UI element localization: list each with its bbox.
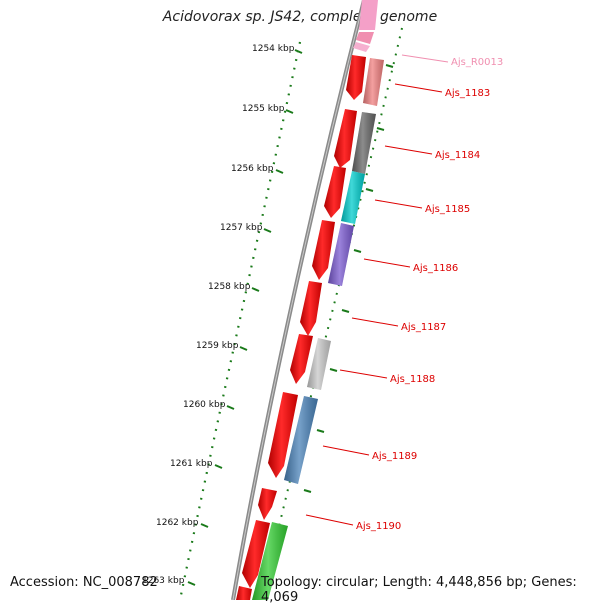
ruler-label-1258: 1258 kbp <box>208 282 251 292</box>
label-leaders <box>305 54 449 526</box>
cds-arrow <box>346 55 366 100</box>
cog-features <box>252 58 384 600</box>
ruler-label-1256: 1256 kbp <box>231 164 274 174</box>
ruler-label-1254: 1254 kbp <box>252 44 295 54</box>
ruler-ticks <box>187 49 394 586</box>
cds-arrow <box>324 166 346 218</box>
ruler-label-1255: 1255 kbp <box>242 104 285 114</box>
gene-label-1185: Ajs_1185 <box>425 204 470 215</box>
accession-label: Accession: NC_008782 <box>10 575 158 590</box>
ruler-outer-dots <box>261 27 403 600</box>
cds-arrow <box>258 488 277 520</box>
ruler-label-1259: 1259 kbp <box>196 341 239 351</box>
ruler-label-1262: 1262 kbp <box>156 518 199 528</box>
rrna-feature <box>353 0 378 52</box>
ruler-inner-dots <box>178 41 302 600</box>
cds-arrow <box>236 586 252 600</box>
gene-label-r0013: Ajs_R0013 <box>451 57 503 68</box>
gene-label-1188: Ajs_1188 <box>390 374 435 385</box>
cds-arrow <box>334 109 357 168</box>
cds-arrow <box>290 334 313 384</box>
cds-arrow <box>268 392 298 478</box>
gene-label-1189: Ajs_1189 <box>372 451 417 462</box>
gene-label-1184: Ajs_1184 <box>435 150 480 161</box>
cds-arrow <box>242 520 270 588</box>
ruler-label-1260: 1260 kbp <box>183 400 226 410</box>
genome-backbone <box>231 0 366 600</box>
cds-arrow <box>300 281 322 336</box>
gene-label-1187: Ajs_1187 <box>401 322 446 333</box>
gene-label-1186: Ajs_1186 <box>413 263 458 274</box>
gene-label-1183: Ajs_1183 <box>445 88 490 99</box>
ruler-label-1263: 1263 kbp <box>142 576 185 586</box>
ruler-label-1261: 1261 kbp <box>170 459 213 469</box>
ruler-label-1257: 1257 kbp <box>220 223 263 233</box>
gene-label-1190: Ajs_1190 <box>356 521 401 532</box>
genome-summary: Topology: circular; Length: 4,448,856 bp… <box>261 575 577 605</box>
cds-arrow <box>312 220 335 280</box>
cds-features <box>236 55 366 600</box>
